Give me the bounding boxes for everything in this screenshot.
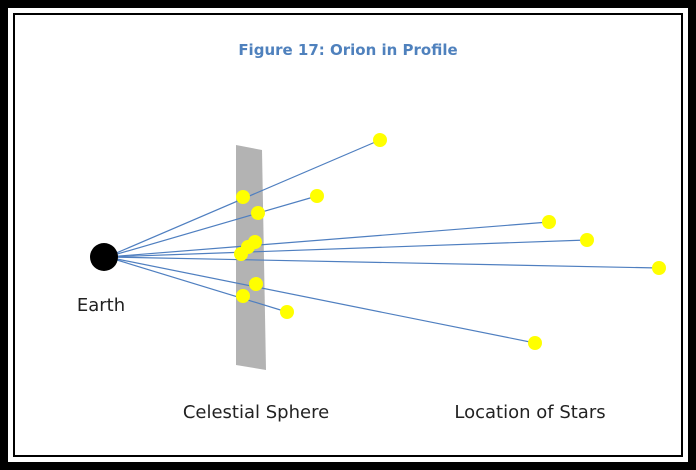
projected-stars [234, 190, 265, 303]
ray [106, 195, 318, 258]
star [542, 215, 556, 229]
stars [280, 133, 666, 350]
stars-label: Location of Stars [454, 402, 605, 423]
ray [106, 256, 288, 313]
earth [90, 243, 118, 271]
projected-star [236, 289, 250, 303]
star [280, 305, 294, 319]
sphere-label: Celestial Sphere [183, 402, 329, 423]
star [373, 133, 387, 147]
projected-star [236, 190, 250, 204]
projected-star [249, 277, 263, 291]
ray [106, 221, 550, 258]
title: Figure 17: Orion in Profile [238, 41, 457, 59]
star [580, 233, 594, 247]
ray [106, 256, 660, 269]
rays [106, 139, 660, 344]
inner-frame [13, 13, 683, 457]
star [310, 189, 324, 203]
ray [106, 256, 536, 344]
star [652, 261, 666, 275]
projected-star [251, 206, 265, 220]
projected-star [234, 247, 248, 261]
star [528, 336, 542, 350]
earth-label: Earth [77, 295, 125, 316]
ray [106, 239, 588, 258]
